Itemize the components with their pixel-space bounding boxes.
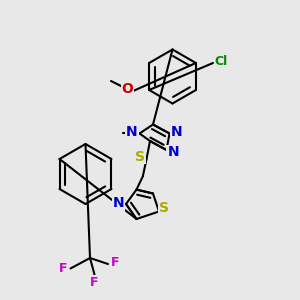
Text: N: N [167, 146, 179, 159]
Text: N: N [113, 196, 124, 210]
Text: F: F [90, 275, 99, 289]
Text: O: O [122, 82, 134, 96]
Text: F: F [59, 262, 67, 275]
Text: F: F [111, 256, 120, 269]
Text: S: S [135, 150, 146, 164]
Text: Cl: Cl [215, 55, 228, 68]
Text: N: N [126, 125, 138, 139]
Text: S: S [158, 201, 169, 215]
Text: N: N [171, 125, 183, 139]
